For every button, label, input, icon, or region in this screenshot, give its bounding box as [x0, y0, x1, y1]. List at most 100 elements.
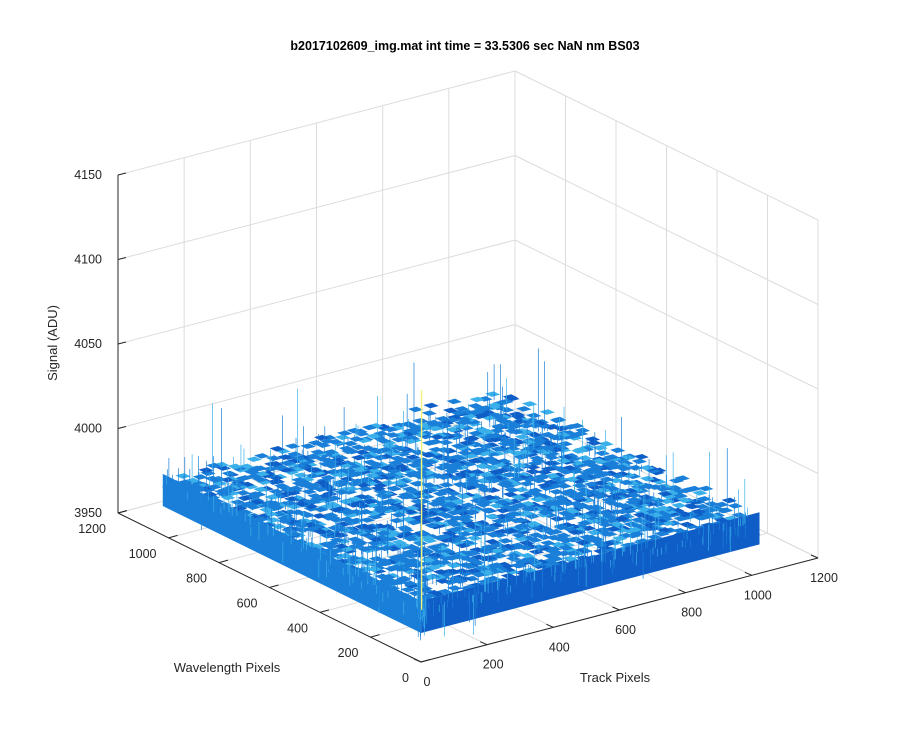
surface-cell — [348, 436, 365, 442]
y-tick-mark — [269, 584, 279, 588]
surface-cell — [308, 440, 324, 446]
y-tick-label: 600 — [237, 597, 258, 611]
surface-cell — [396, 525, 413, 531]
surface-cell — [446, 398, 462, 405]
surface-cell — [623, 521, 639, 528]
surface — [161, 348, 761, 641]
surface-cell — [522, 401, 538, 407]
surface-cell — [384, 432, 401, 438]
surface-cell — [227, 463, 243, 470]
surface-cell — [204, 475, 220, 482]
surface-cell — [277, 454, 293, 460]
surface-cell — [192, 474, 208, 480]
surface-cell — [497, 538, 514, 544]
surface-cell — [432, 490, 449, 497]
surface-cell — [291, 477, 307, 483]
surface-cell — [300, 443, 316, 449]
y-tick-label: 1000 — [129, 547, 157, 561]
surface-cell — [490, 446, 506, 452]
surface-cell — [264, 461, 280, 467]
surface-cell — [311, 513, 327, 519]
surface-cell — [446, 562, 462, 569]
surface-cell — [271, 464, 288, 471]
surface-cell — [293, 472, 309, 479]
surface-cell — [400, 586, 416, 593]
surface-cell — [221, 470, 237, 477]
surface-cell — [543, 479, 559, 486]
surface-cell — [423, 402, 439, 409]
surface-cell — [361, 424, 378, 431]
x-tick-label: 400 — [549, 640, 570, 654]
surface-cell — [468, 430, 484, 437]
surface-cell — [537, 509, 553, 516]
surface-cell — [598, 441, 614, 447]
y-tick-mark — [117, 510, 128, 514]
surface-cell — [446, 509, 463, 516]
surface-cell — [525, 468, 541, 475]
surface-cell — [443, 518, 459, 525]
surface-cell — [337, 430, 353, 437]
surface-cell — [542, 553, 558, 559]
surface-cell — [391, 539, 407, 546]
surface-cell — [401, 486, 418, 492]
y-tick-mark — [319, 609, 330, 613]
y-tick-label: 400 — [287, 621, 308, 635]
surface-cell — [539, 409, 555, 415]
surface-cell — [488, 469, 504, 475]
surface-cell — [577, 455, 593, 461]
surface-cell — [471, 571, 487, 578]
wall-gridline — [514, 324, 819, 474]
surface-cell — [727, 503, 743, 509]
surface-cell — [408, 406, 424, 413]
x-axis-label: Track Pixels — [580, 670, 651, 685]
surface-cell — [610, 447, 626, 454]
surface-cell — [335, 434, 351, 441]
surface-cell — [594, 450, 610, 457]
surface-cell — [424, 522, 440, 529]
y-tick-label: 0 — [402, 671, 409, 685]
z-tick-mark — [117, 172, 127, 176]
surface-cell — [571, 448, 587, 454]
surface-cell — [408, 458, 425, 465]
surface-cell — [338, 445, 355, 452]
wall-gridline — [117, 155, 516, 260]
surface-cell — [529, 496, 546, 503]
surface-cell — [671, 502, 687, 509]
wall-gridline — [514, 239, 819, 390]
x-tick-mark — [479, 641, 488, 646]
surface-cell — [350, 444, 366, 450]
surface-cell — [496, 481, 512, 488]
surface-cell — [396, 493, 412, 500]
axes — [117, 172, 819, 663]
surface-cell — [562, 555, 578, 562]
surface-cell — [484, 538, 500, 545]
surface-cell — [510, 562, 526, 569]
surface-cell — [540, 431, 556, 438]
surface-cell — [454, 420, 470, 426]
surface-cell — [429, 434, 445, 440]
surface-cell — [254, 453, 270, 459]
surface-cell — [442, 407, 459, 414]
y-axis-label: Wavelength Pixels — [174, 660, 281, 675]
surface-cell — [454, 406, 470, 412]
z-tick-mark — [117, 257, 127, 260]
y-tick-mark — [420, 659, 431, 663]
x-tick-label: 200 — [483, 658, 504, 672]
surface-cell — [500, 573, 517, 579]
x-tick-mark — [678, 589, 686, 594]
y-tick-mark — [218, 559, 229, 564]
z-tick-label: 4000 — [74, 422, 102, 436]
surface-cell — [469, 498, 486, 504]
x-tick-mark — [744, 571, 753, 576]
y-tick-label: 800 — [186, 572, 207, 586]
surface-cell — [528, 549, 545, 555]
surface-cell — [269, 446, 285, 452]
surface-cell — [310, 449, 326, 455]
chart-title: b2017102609_img.mat int time = 33.5306 s… — [290, 39, 639, 53]
z-tick-label: 4100 — [74, 253, 102, 267]
surface-cell — [502, 394, 518, 400]
surface-cell — [633, 453, 649, 460]
surface-cell — [575, 539, 591, 546]
surface-cell — [467, 403, 484, 409]
surface-cell — [350, 454, 367, 461]
